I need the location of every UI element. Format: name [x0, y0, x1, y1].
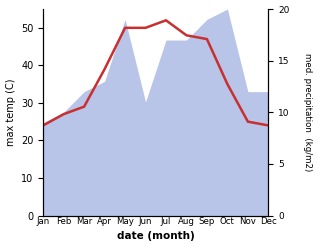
X-axis label: date (month): date (month) — [117, 231, 195, 242]
Y-axis label: med. precipitation  (kg/m2): med. precipitation (kg/m2) — [303, 53, 313, 171]
Y-axis label: max temp (C): max temp (C) — [5, 79, 16, 146]
